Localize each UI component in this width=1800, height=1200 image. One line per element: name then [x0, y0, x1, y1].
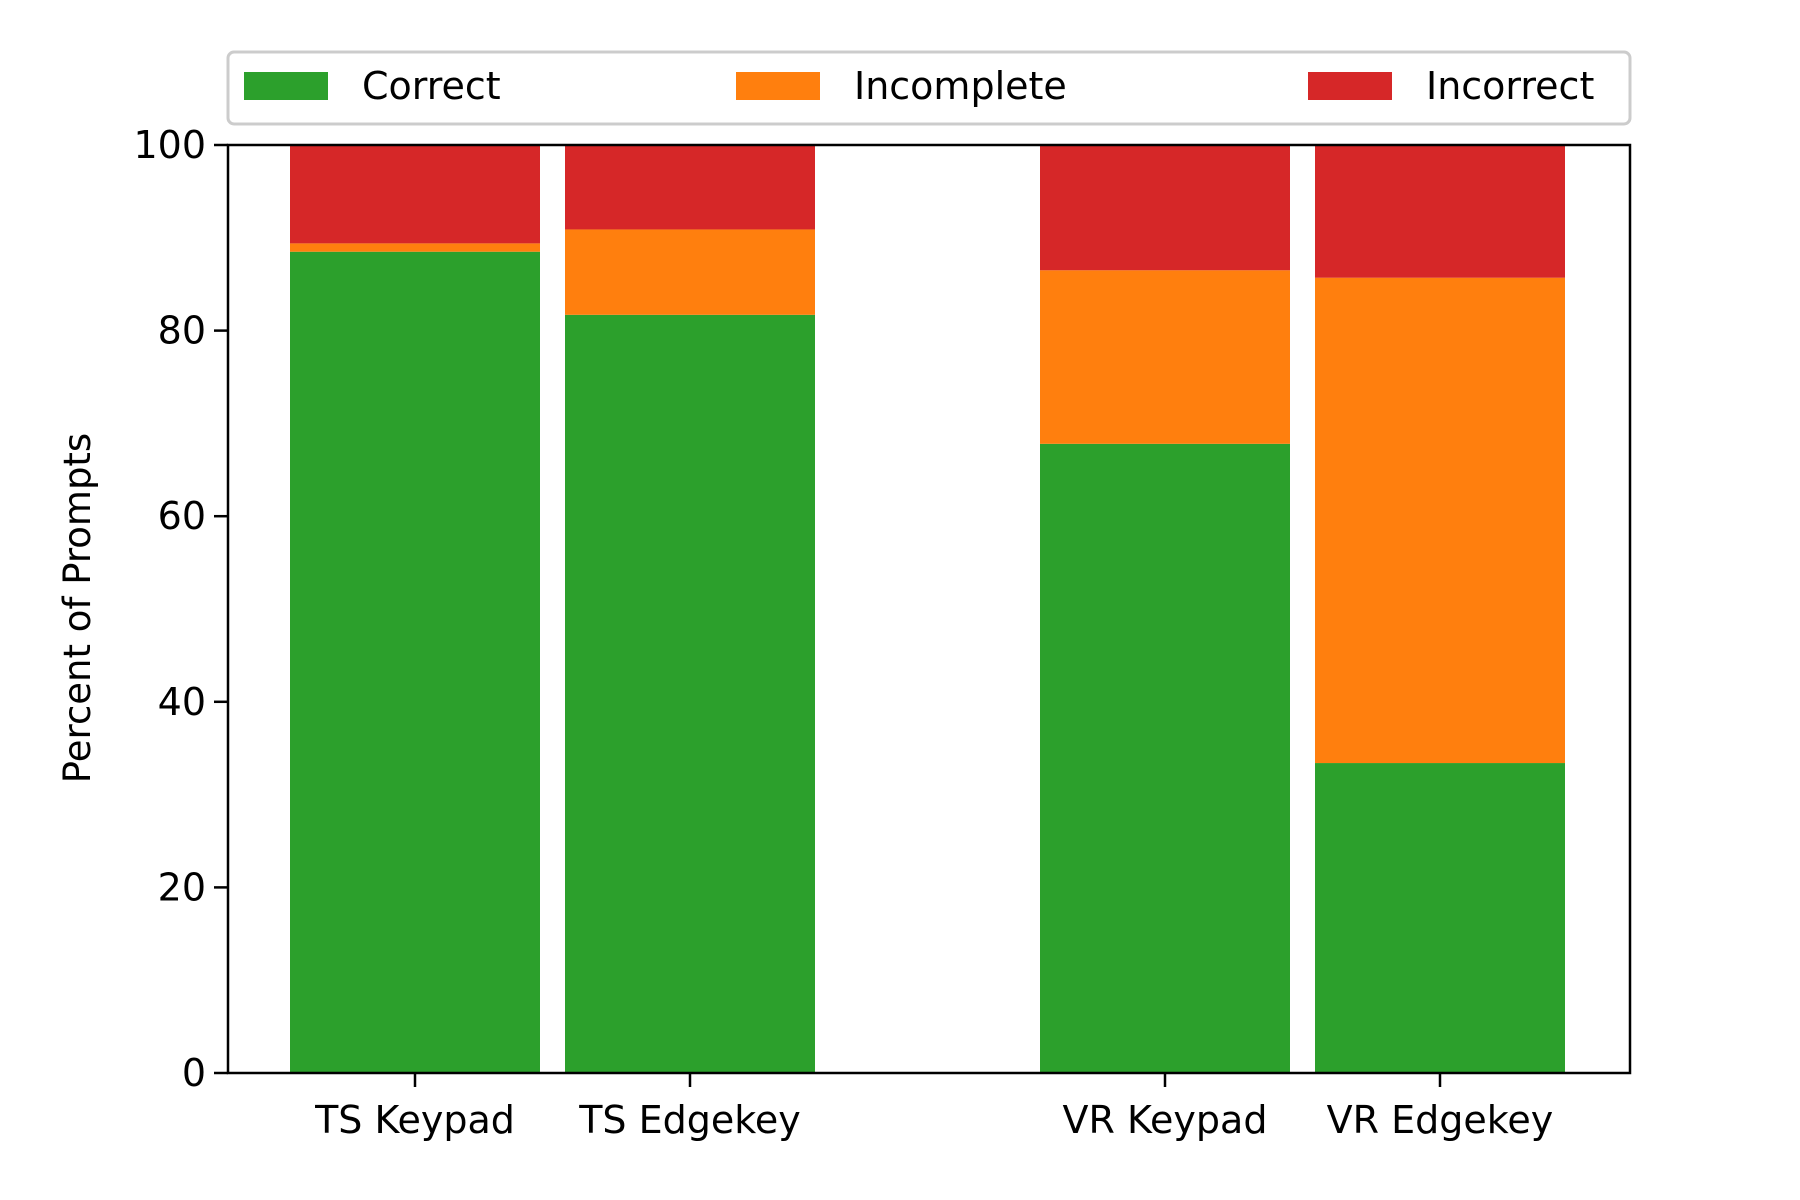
legend-swatch-incorrect [1308, 72, 1392, 100]
legend-frame [226, 50, 1632, 126]
bar-ts-keypad-incorrect [290, 145, 540, 244]
bar-vr-keypad-incorrect [1040, 145, 1290, 271]
y-axis-label: Percent of Prompts [56, 433, 99, 783]
y-axis: 0 20 40 60 80 100 [133, 123, 228, 1095]
legend-swatch-correct [244, 72, 328, 100]
legend-label-correct: Correct [362, 64, 501, 108]
bar-vr-edgekey-correct [1315, 763, 1565, 1073]
bar-ts-edgekey-incorrect [565, 145, 815, 230]
y-tick-label-20: 20 [158, 865, 206, 909]
bar-vr-edgekey-incomplete [1315, 277, 1565, 764]
bar-vr-keypad-correct [1040, 443, 1290, 1073]
plot-frame [226, 143, 1632, 1075]
legend: Correct Incomplete Incorrect [226, 50, 1632, 126]
legend-swatch-incomplete [736, 72, 820, 100]
y-tick-label-0: 0 [182, 1051, 206, 1095]
x-tick-label-ts-edgekey: TS Edgekey [578, 1098, 801, 1142]
bar-ts-edgekey-incomplete [565, 229, 815, 315]
y-tick-label-40: 40 [158, 680, 206, 724]
bar-ts-keypad-correct [290, 251, 540, 1074]
bar-ts-keypad-incomplete [290, 243, 540, 252]
bar-ts-edgekey-correct [565, 314, 815, 1074]
x-tick-label-ts-keypad: TS Keypad [314, 1098, 515, 1142]
x-axis: TS Keypad TS Edgekey VR Keypad VR Edgekey [314, 1073, 1553, 1142]
legend-label-incorrect: Incorrect [1426, 64, 1594, 108]
y-tick-label-100: 100 [133, 123, 206, 167]
bar-vr-edgekey-incorrect [1315, 145, 1565, 278]
y-tick-label-60: 60 [158, 494, 206, 538]
x-tick-label-vr-edgekey: VR Edgekey [1327, 1098, 1554, 1142]
legend-label-incomplete: Incomplete [854, 64, 1067, 108]
y-tick-label-80: 80 [158, 309, 206, 353]
bar-vr-keypad-incomplete [1040, 270, 1290, 444]
x-tick-label-vr-keypad: VR Keypad [1063, 1098, 1268, 1142]
bars-layer [290, 145, 1565, 1074]
